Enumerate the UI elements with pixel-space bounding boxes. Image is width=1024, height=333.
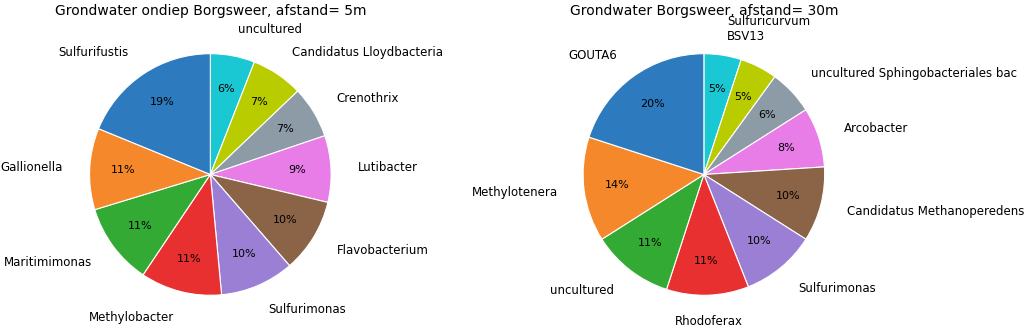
Text: Maritimimonas: Maritimimonas xyxy=(4,256,92,269)
Text: uncultured: uncultured xyxy=(238,23,302,36)
Wedge shape xyxy=(98,54,210,174)
Text: 10%: 10% xyxy=(746,236,772,246)
Text: 19%: 19% xyxy=(150,97,174,107)
Wedge shape xyxy=(703,77,806,174)
Text: 11%: 11% xyxy=(112,166,136,175)
Text: uncultured: uncultured xyxy=(550,284,613,297)
Wedge shape xyxy=(703,174,806,287)
Text: 8%: 8% xyxy=(777,143,796,153)
Text: 6%: 6% xyxy=(759,110,776,120)
Text: 11%: 11% xyxy=(694,256,719,266)
Text: 11%: 11% xyxy=(128,221,153,231)
Wedge shape xyxy=(703,60,775,174)
Wedge shape xyxy=(210,136,331,202)
Wedge shape xyxy=(602,174,703,289)
Text: Sulfuricurvum
BSV13: Sulfuricurvum BSV13 xyxy=(727,15,810,43)
Text: Candidatus Methanoperedens: Candidatus Methanoperedens xyxy=(847,205,1024,218)
Title: Grondwater Borgsweer, afstand= 30m: Grondwater Borgsweer, afstand= 30m xyxy=(569,4,838,18)
Wedge shape xyxy=(210,54,254,174)
Text: Sulfurifustis: Sulfurifustis xyxy=(58,46,128,59)
Wedge shape xyxy=(703,54,741,174)
Wedge shape xyxy=(210,91,325,174)
Text: 7%: 7% xyxy=(275,125,294,135)
Text: 5%: 5% xyxy=(709,84,726,94)
Text: 5%: 5% xyxy=(734,92,753,102)
Wedge shape xyxy=(210,174,328,266)
Text: Sulfurimonas: Sulfurimonas xyxy=(268,303,346,316)
Text: 20%: 20% xyxy=(640,99,666,109)
Text: 14%: 14% xyxy=(605,180,630,190)
Text: Crenothrix: Crenothrix xyxy=(337,92,399,105)
Wedge shape xyxy=(703,167,824,239)
Text: 9%: 9% xyxy=(289,166,306,175)
Text: Methylotenera: Methylotenera xyxy=(471,186,558,199)
Wedge shape xyxy=(583,137,703,239)
Text: Flavobacterium: Flavobacterium xyxy=(337,244,428,257)
Wedge shape xyxy=(143,174,221,295)
Text: 11%: 11% xyxy=(638,238,663,248)
Text: GOUTA6: GOUTA6 xyxy=(568,49,617,62)
Title: Grondwater ondiep Borgsweer, afstand= 5m: Grondwater ondiep Borgsweer, afstand= 5m xyxy=(54,4,367,18)
Text: 11%: 11% xyxy=(176,254,202,264)
Text: Arcobacter: Arcobacter xyxy=(844,123,908,136)
Text: Rhodoferax: Rhodoferax xyxy=(675,315,742,328)
Text: 6%: 6% xyxy=(218,84,236,94)
Wedge shape xyxy=(95,174,210,275)
Text: 10%: 10% xyxy=(232,249,257,259)
Text: Candidatus Lloydbacteria: Candidatus Lloydbacteria xyxy=(293,46,443,59)
Wedge shape xyxy=(589,54,703,174)
Text: Lutibacter: Lutibacter xyxy=(357,161,418,174)
Text: Gallionella: Gallionella xyxy=(1,161,63,174)
Wedge shape xyxy=(89,129,210,210)
Text: Methylobacter: Methylobacter xyxy=(89,311,174,324)
Text: 10%: 10% xyxy=(776,191,801,201)
Wedge shape xyxy=(703,110,824,174)
Text: 7%: 7% xyxy=(250,97,267,107)
Text: uncultured Sphingobacteriales bac: uncultured Sphingobacteriales bac xyxy=(811,67,1017,80)
Wedge shape xyxy=(210,62,298,174)
Wedge shape xyxy=(667,174,749,295)
Text: 10%: 10% xyxy=(272,214,297,224)
Wedge shape xyxy=(210,174,290,295)
Text: Sulfurimonas: Sulfurimonas xyxy=(798,281,876,294)
